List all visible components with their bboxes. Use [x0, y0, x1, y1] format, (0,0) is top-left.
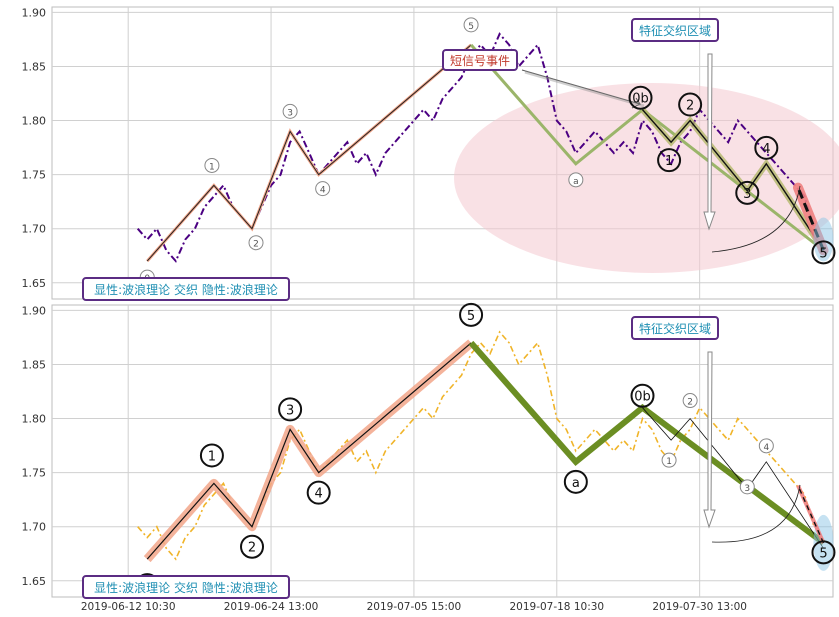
y-tick-label: 1.85 [22, 358, 47, 371]
top-panel: 1.651.701.751.801.851.90短信号事件012345a0b12… [22, 6, 839, 301]
y-tick-label: 1.70 [22, 521, 47, 534]
region-label: 特征交织区域 [639, 321, 711, 336]
price-line [137, 330, 815, 561]
wave-label-circle [248, 235, 264, 251]
y-tick-label: 1.90 [22, 6, 47, 19]
wave-label-circle [282, 103, 298, 119]
x-tick-label: 2019-07-05 15:00 [367, 601, 462, 613]
wave-label-circle [628, 85, 653, 110]
forecast-line [797, 485, 825, 544]
wave-label-circle [315, 181, 331, 197]
wave-label: 4 [315, 487, 323, 502]
wave-label: 2 [253, 240, 259, 250]
wave-label: 5 [467, 309, 475, 324]
wave-label: 0b [632, 92, 649, 107]
wave-label-circle [199, 443, 224, 468]
wave-label: 4 [320, 186, 326, 196]
wave-label: 3 [743, 187, 751, 202]
wave-label-circle [682, 393, 698, 409]
wave-label-circle [204, 157, 220, 173]
wave-label-circle [568, 172, 584, 188]
wave-label: 3 [287, 108, 293, 118]
y-tick-label: 1.75 [22, 169, 47, 182]
y-tick-label: 1.80 [22, 115, 47, 128]
y-tick-label: 1.65 [22, 575, 47, 588]
y-tick-label: 1.90 [22, 304, 47, 317]
endpoint-oval [813, 217, 834, 262]
wave-label-circle [463, 17, 479, 33]
wave-label-circle [739, 479, 755, 495]
wave-label: 1 [208, 449, 216, 464]
highlight-ellipse [454, 83, 839, 273]
signal-arrow-body [524, 70, 645, 108]
wave-label-circle [735, 180, 760, 205]
y-tick-label: 1.80 [22, 413, 47, 426]
y-tick-label: 1.85 [22, 60, 47, 73]
corrective-wave [468, 340, 826, 546]
wave-label: 1 [665, 154, 673, 169]
y-tick-label: 1.65 [22, 277, 47, 290]
caption-box [82, 277, 290, 301]
wave-label: 3 [286, 403, 294, 418]
wave-label-circle [754, 135, 779, 160]
wave-label: 1 [209, 162, 215, 172]
signal-label: 短信号事件 [450, 54, 510, 68]
impulse-wave [146, 44, 472, 262]
x-axis-labels: 2019-06-12 10:30 2019-06-24 13:00 2019-07-… [81, 601, 747, 613]
forecast-arc [711, 484, 801, 543]
sub-wave [642, 407, 824, 549]
bottom-panel: 1.651.701.751.801.851.90012345a0b12345特征… [22, 302, 836, 599]
region-label: 特征交织区域 [639, 23, 711, 38]
wave-label-circle [811, 240, 836, 265]
wave-label: 2 [687, 398, 693, 408]
forecast-line [796, 187, 825, 251]
signal-label-box [442, 49, 518, 71]
wave-label: 5 [819, 546, 827, 561]
forecast-arc [711, 185, 801, 253]
wave-label-circle [678, 92, 703, 117]
wave-label: 5 [468, 22, 474, 32]
x-tick-label: 2019-07-18 10:30 [509, 601, 604, 613]
caption-label: 显性:波浪理论 交织 隐性:波浪理论 [94, 282, 278, 297]
wave-label-circle [811, 540, 836, 565]
x-tick-label: 2019-06-24 13:00 [224, 601, 319, 613]
wave-label-circle [758, 438, 774, 454]
plot-area [51, 304, 834, 598]
x-tick-label: 2019-06-12 10:30 [81, 601, 176, 613]
region-arrow [703, 351, 716, 529]
wave-label-circle [459, 302, 484, 327]
wave-label-circle [278, 397, 303, 422]
wave-label-circle [563, 469, 588, 494]
region-label-box [631, 316, 719, 340]
wave-label: 0b [634, 390, 651, 405]
region-arrow [703, 53, 716, 231]
y-tick-label: 1.70 [22, 223, 47, 236]
wave-label: 4 [763, 443, 769, 453]
wave-label: 1 [666, 457, 672, 467]
sub-wave [641, 109, 825, 251]
y-tick-label: 1.75 [22, 467, 47, 480]
wave-label: 2 [248, 541, 256, 556]
wave-label: a [573, 177, 579, 187]
x-tick-label: 2019-07-30 13:00 [652, 601, 747, 613]
wave-label-circle [306, 480, 331, 505]
wave-label: 4 [762, 142, 770, 157]
impulse-wave [146, 342, 472, 560]
region-label-box [631, 18, 719, 42]
wave-label-circle [661, 452, 677, 468]
wave-label: 2 [686, 99, 694, 114]
wave-label-circle [657, 148, 682, 173]
wave-label: 5 [819, 246, 827, 261]
wave-label-circle [240, 534, 265, 559]
wave-label: 3 [744, 484, 750, 494]
caption-box [82, 575, 290, 599]
caption-label: 显性:波浪理论 交织 隐性:波浪理论 [94, 580, 278, 595]
corrective-wave [469, 43, 825, 252]
wave-label-circle [630, 383, 655, 408]
wave-label: a [572, 476, 580, 491]
